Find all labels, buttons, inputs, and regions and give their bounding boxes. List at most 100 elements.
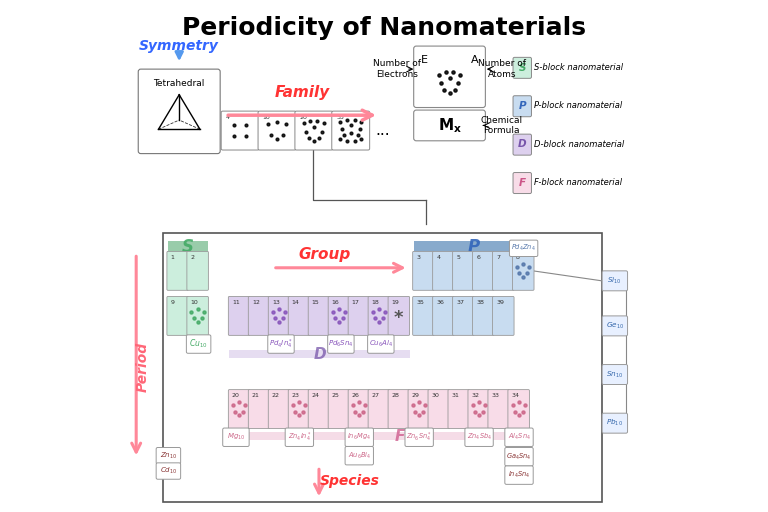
FancyBboxPatch shape bbox=[505, 466, 533, 484]
Text: 16: 16 bbox=[332, 300, 339, 305]
Text: 25: 25 bbox=[332, 393, 339, 398]
Text: $\mathit{Ge_{10}}$: $\mathit{Ge_{10}}$ bbox=[606, 321, 624, 331]
Text: S: S bbox=[518, 62, 526, 73]
Text: 11: 11 bbox=[232, 300, 240, 305]
FancyBboxPatch shape bbox=[513, 173, 531, 194]
Text: $\mathit{Au_6Bi_4}$: $\mathit{Au_6Bi_4}$ bbox=[348, 451, 371, 461]
FancyBboxPatch shape bbox=[288, 296, 310, 335]
FancyBboxPatch shape bbox=[508, 390, 529, 429]
FancyBboxPatch shape bbox=[472, 251, 494, 290]
Text: 23: 23 bbox=[292, 393, 300, 398]
FancyBboxPatch shape bbox=[448, 390, 469, 429]
Text: $\mathit{Mg_{10}}$: $\mathit{Mg_{10}}$ bbox=[227, 432, 245, 442]
Text: $\mathit{In_6Mg_4}$: $\mathit{In_6Mg_4}$ bbox=[347, 432, 371, 442]
FancyBboxPatch shape bbox=[368, 296, 389, 335]
Text: 21: 21 bbox=[252, 393, 260, 398]
FancyBboxPatch shape bbox=[428, 390, 449, 429]
FancyBboxPatch shape bbox=[328, 335, 354, 353]
FancyBboxPatch shape bbox=[512, 251, 534, 290]
Text: 10: 10 bbox=[190, 300, 198, 305]
Text: 35: 35 bbox=[416, 300, 424, 305]
FancyBboxPatch shape bbox=[509, 240, 538, 257]
Text: $\mathbf{M_x}$: $\mathbf{M_x}$ bbox=[438, 116, 462, 135]
FancyBboxPatch shape bbox=[167, 251, 188, 290]
FancyBboxPatch shape bbox=[187, 335, 211, 353]
Text: 2: 2 bbox=[190, 255, 194, 260]
Text: A: A bbox=[471, 55, 478, 65]
Text: 15: 15 bbox=[312, 300, 319, 305]
FancyBboxPatch shape bbox=[412, 296, 434, 335]
Text: $\mathit{Ga_4Sn_4}$: $\mathit{Ga_4Sn_4}$ bbox=[506, 452, 531, 462]
FancyBboxPatch shape bbox=[167, 296, 188, 335]
Text: 12: 12 bbox=[252, 300, 260, 305]
Text: *: * bbox=[394, 309, 404, 328]
Text: $\mathit{Pb_{10}}$: $\mathit{Pb_{10}}$ bbox=[606, 418, 624, 428]
FancyBboxPatch shape bbox=[408, 390, 429, 429]
FancyBboxPatch shape bbox=[228, 296, 250, 335]
FancyBboxPatch shape bbox=[468, 390, 489, 429]
Text: 4: 4 bbox=[226, 115, 230, 120]
FancyBboxPatch shape bbox=[156, 463, 180, 479]
Text: $\mathit{Zn_{10}}$: $\mathit{Zn_{10}}$ bbox=[160, 451, 177, 461]
Text: F-block nanomaterial: F-block nanomaterial bbox=[534, 178, 621, 187]
FancyBboxPatch shape bbox=[156, 447, 180, 464]
Text: Species: Species bbox=[319, 474, 379, 488]
Text: 9: 9 bbox=[170, 300, 174, 305]
Text: $\mathit{Pd_6Sn_4}$: $\mathit{Pd_6Sn_4}$ bbox=[328, 339, 354, 349]
FancyBboxPatch shape bbox=[348, 390, 369, 429]
Text: 17: 17 bbox=[352, 300, 359, 305]
Text: Group: Group bbox=[298, 247, 350, 263]
Text: E: E bbox=[421, 55, 428, 65]
FancyBboxPatch shape bbox=[308, 296, 329, 335]
Text: $\mathit{Pd_4Zn_4}$: $\mathit{Pd_4Zn_4}$ bbox=[511, 243, 536, 253]
FancyBboxPatch shape bbox=[405, 428, 433, 446]
FancyBboxPatch shape bbox=[472, 296, 494, 335]
Text: $\mathit{Al_4Sn_4}$: $\mathit{Al_4Sn_4}$ bbox=[508, 432, 531, 442]
FancyBboxPatch shape bbox=[452, 296, 474, 335]
FancyBboxPatch shape bbox=[368, 335, 394, 353]
FancyBboxPatch shape bbox=[432, 251, 454, 290]
FancyBboxPatch shape bbox=[138, 69, 220, 154]
Text: 20: 20 bbox=[232, 393, 240, 398]
Text: 27: 27 bbox=[372, 393, 379, 398]
Text: 28: 28 bbox=[392, 393, 399, 398]
FancyBboxPatch shape bbox=[602, 271, 627, 291]
FancyBboxPatch shape bbox=[412, 251, 434, 290]
FancyBboxPatch shape bbox=[308, 390, 329, 429]
Text: 26: 26 bbox=[352, 393, 359, 398]
Text: P: P bbox=[518, 101, 526, 111]
FancyBboxPatch shape bbox=[228, 390, 250, 429]
FancyBboxPatch shape bbox=[492, 296, 514, 335]
Text: Periodicity of Nanomaterials: Periodicity of Nanomaterials bbox=[182, 16, 586, 40]
Text: 3: 3 bbox=[416, 255, 420, 260]
Text: $\mathit{Cu_{10}}$: $\mathit{Cu_{10}}$ bbox=[189, 338, 208, 350]
Text: 14: 14 bbox=[292, 300, 300, 305]
Text: 32: 32 bbox=[472, 393, 479, 398]
Text: 33: 33 bbox=[492, 393, 499, 398]
Bar bbox=[168, 241, 208, 252]
FancyBboxPatch shape bbox=[505, 428, 533, 446]
FancyBboxPatch shape bbox=[285, 428, 313, 446]
FancyBboxPatch shape bbox=[492, 251, 514, 290]
Text: F: F bbox=[395, 429, 405, 444]
Text: 5: 5 bbox=[456, 255, 460, 260]
FancyBboxPatch shape bbox=[452, 251, 474, 290]
FancyBboxPatch shape bbox=[602, 413, 627, 433]
Text: F: F bbox=[518, 178, 526, 188]
Text: 20: 20 bbox=[300, 115, 307, 120]
Text: $\mathit{Cd_{10}}$: $\mathit{Cd_{10}}$ bbox=[160, 466, 177, 476]
FancyBboxPatch shape bbox=[268, 296, 290, 335]
Text: 1: 1 bbox=[170, 255, 174, 260]
FancyBboxPatch shape bbox=[345, 428, 373, 446]
FancyBboxPatch shape bbox=[368, 390, 389, 429]
Text: $\mathit{Pd_4In_4^*}$: $\mathit{Pd_4In_4^*}$ bbox=[269, 337, 293, 351]
FancyBboxPatch shape bbox=[248, 390, 270, 429]
Text: 36: 36 bbox=[436, 300, 444, 305]
FancyBboxPatch shape bbox=[187, 251, 208, 290]
Text: 19: 19 bbox=[392, 300, 399, 305]
FancyBboxPatch shape bbox=[432, 296, 454, 335]
FancyBboxPatch shape bbox=[258, 111, 296, 150]
Text: 30: 30 bbox=[432, 393, 439, 398]
FancyBboxPatch shape bbox=[388, 296, 409, 335]
Text: Number of
Atoms: Number of Atoms bbox=[478, 59, 526, 79]
